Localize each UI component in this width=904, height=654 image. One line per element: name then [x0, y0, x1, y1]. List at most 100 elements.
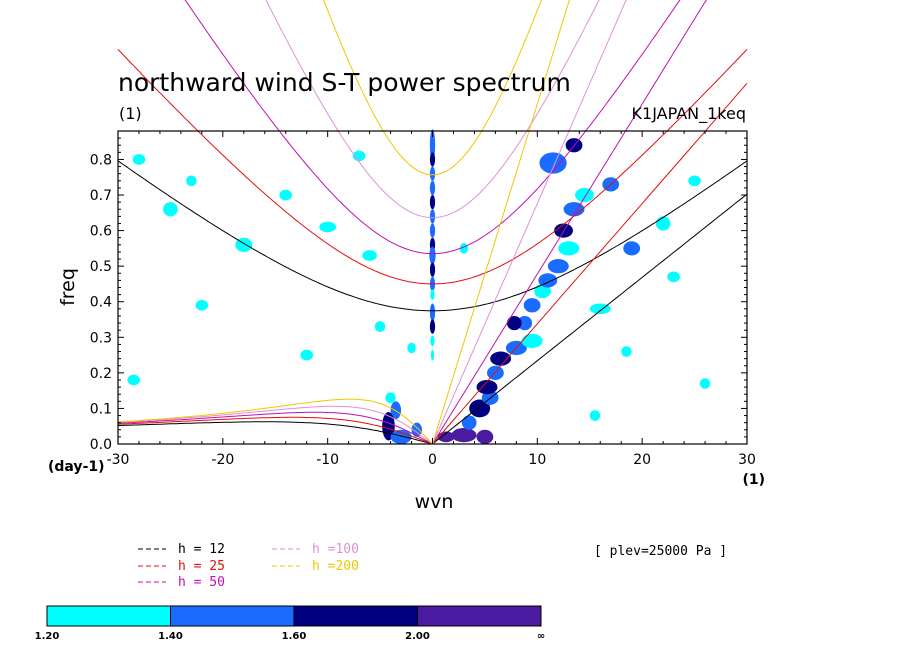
contour-region [374, 321, 386, 332]
subtitle-right: K1JAPAN_1keq [632, 104, 746, 124]
rossby-curve-25 [117, 416, 433, 444]
contour-region [490, 351, 512, 366]
rossby-curve-100 [117, 405, 433, 444]
x-axis-label: wvn [415, 491, 454, 513]
contour-region [429, 209, 436, 224]
legend-label: h = 12 [178, 542, 225, 557]
ig-curve-100 [265, 0, 600, 219]
contour-region [390, 429, 412, 444]
y-axis-label: freq [57, 268, 79, 306]
y-unit-label: (day-1) [48, 459, 105, 475]
contour-region [469, 399, 491, 418]
contour-region [430, 335, 435, 347]
contour-region [429, 262, 436, 277]
colorbar-label: 1.40 [158, 631, 183, 642]
contour-region [300, 349, 313, 361]
contour-region [429, 152, 436, 167]
contour-region [688, 175, 701, 187]
x-tick-label: 10 [528, 452, 546, 468]
x-tick-label: -30 [107, 452, 130, 468]
y-tick-label: 0.4 [90, 295, 112, 311]
contour-region [476, 429, 494, 444]
contour-region [132, 154, 146, 165]
contour-region [407, 342, 416, 354]
contour-region [390, 401, 402, 420]
y-tick-label: 0.0 [90, 437, 112, 453]
y-tick-label: 0.6 [90, 224, 112, 240]
contour-region [487, 365, 504, 380]
contour-region [623, 241, 641, 256]
contour-region [621, 346, 632, 357]
colorbar-label: 1.20 [35, 631, 60, 642]
contour-region [539, 152, 567, 174]
x-unit-label: (1) [742, 472, 765, 488]
dispersion-curves [117, 0, 748, 444]
kelvin-curve-12 [432, 193, 748, 444]
contour-region [429, 303, 436, 322]
legend-label: h =100 [312, 542, 359, 557]
y-tick-label: 0.1 [90, 401, 112, 417]
contour-region [521, 333, 543, 348]
y-tick-label: 0.8 [90, 152, 112, 168]
contour-region [451, 427, 477, 443]
contour-region [476, 379, 498, 395]
ig-curve-25 [117, 49, 748, 285]
contour-region [575, 187, 594, 203]
contour-region [352, 150, 366, 162]
y-tick-label: 0.5 [90, 259, 112, 275]
contour-region [506, 315, 522, 331]
contour-region [362, 250, 377, 261]
contour-region [429, 180, 436, 196]
x-tick-label: 0 [428, 452, 437, 468]
contour-region [429, 223, 436, 238]
contour-region [430, 349, 435, 361]
legend: h = 12 h = 25h = 50 h =100 h =200 [138, 542, 359, 590]
contour-region [186, 175, 197, 187]
rossby-curve-200 [117, 398, 433, 444]
kelvin-curve-50 [432, 0, 707, 444]
y-tick-label: 0.2 [90, 366, 112, 382]
y-tick-label: 0.7 [90, 188, 112, 204]
kelvin-curve-100 [432, 0, 627, 444]
subtitle-left: (1) [119, 104, 142, 123]
contour-region [517, 315, 533, 331]
contour-region [589, 410, 601, 421]
x-tick-label: 30 [738, 452, 756, 468]
contour-region [163, 202, 178, 217]
colorbar-label: 2.00 [405, 631, 430, 642]
contour-region [429, 319, 436, 334]
colorbar-segment [170, 605, 295, 627]
legend-label: h = 25 [178, 559, 225, 574]
x-tick-label: -20 [211, 452, 234, 468]
contour-region [699, 378, 711, 389]
axes: -30 -20 -10 0 10 20 30 0.0 0.1 0.2 0.3 0.4 0.5 0.6 0.7… [90, 131, 756, 468]
contour-region [429, 129, 436, 162]
kelvin-curve-25 [432, 82, 748, 444]
contour-region [429, 166, 436, 181]
contour-region [655, 216, 671, 231]
rossby-curve-50 [117, 411, 433, 444]
contour-layer [127, 129, 711, 444]
contour-region [319, 221, 337, 233]
contour-region [430, 289, 435, 300]
contour-region [437, 431, 455, 443]
kelvin-curve-200 [432, 0, 570, 444]
rossby-curve-12 [117, 421, 433, 444]
ig-curve-200 [323, 0, 542, 176]
contour-region [411, 422, 423, 437]
contour-region [195, 299, 209, 311]
legend-label: h =200 [312, 559, 359, 574]
x-tick-label: 20 [633, 452, 651, 468]
ig-curve-12 [117, 160, 748, 312]
contour-region [127, 374, 141, 386]
colorbar: 1.20 1.40 1.60 2.00 ∞ [35, 605, 545, 642]
legend-label: h = 50 [178, 575, 225, 590]
colorbar-label: ∞ [537, 631, 545, 642]
plev-annotation: [ plev=25000 Pa ] [594, 544, 727, 559]
x-tick-label: -10 [316, 452, 339, 468]
colorbar-segment [293, 605, 418, 627]
ig-curve-50 [184, 0, 681, 255]
colorbar-segment [46, 605, 171, 627]
contour-region [385, 392, 396, 404]
